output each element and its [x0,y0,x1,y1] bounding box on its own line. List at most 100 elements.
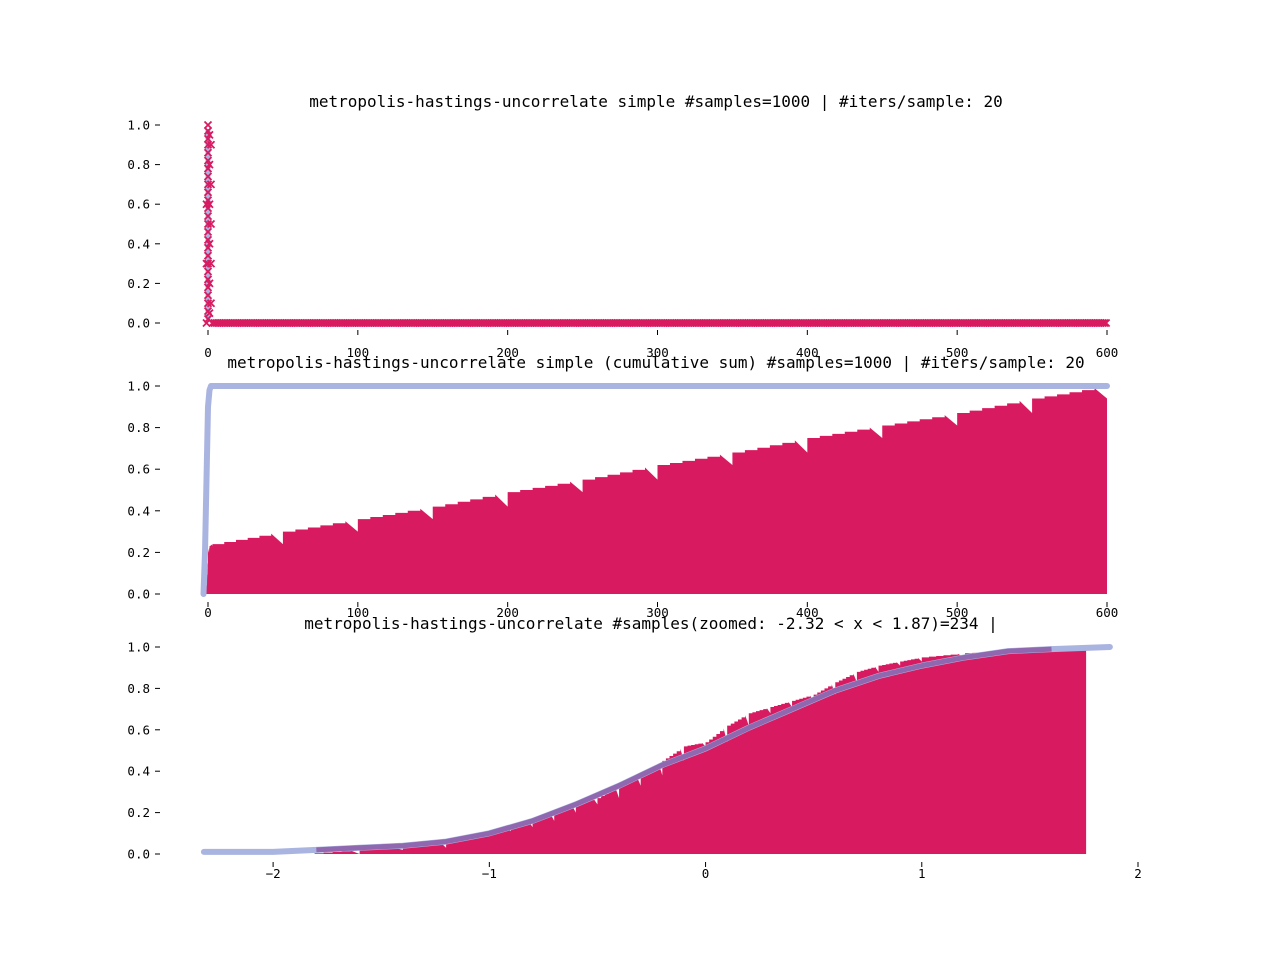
x-tick-label: 300 [646,345,669,360]
chart-title-1: metropolis-hastings-uncorrelate simple #… [309,92,1003,111]
data-point [1101,318,1111,328]
x-tick-label: 2 [1134,866,1142,881]
y-tick-label: 0.2 [127,545,150,560]
x-tick-label: 600 [1096,605,1119,620]
x-tick-label: −1 [482,866,497,881]
x-tick-label: 400 [796,345,819,360]
reference-curve [200,383,1110,597]
data-point-x-mark [205,279,214,288]
data-point [205,160,214,169]
y-tick-label: 1.0 [127,118,150,133]
data-point [202,318,211,328]
y-tick-label: 0.8 [127,681,150,696]
data-point [203,180,213,189]
y-tick-label: 0.2 [127,276,150,291]
data-point [205,239,214,248]
data-point-x-mark [203,227,213,237]
data-point-x-mark [203,251,213,260]
data-point-x-mark [205,200,214,209]
y-tick-label: 0.6 [127,722,150,737]
data-point-x-mark [205,160,214,169]
data-point-x-mark [202,259,211,268]
data-point [203,299,213,308]
data-point-x-mark [206,180,216,189]
y-tick-label: 1.0 [127,379,150,394]
x-tick-label: 400 [796,605,819,620]
data-point-x-mark [1101,318,1111,328]
data-point-x-mark [205,308,214,318]
data-point [205,130,214,140]
y-tick-label: 0.4 [127,236,150,251]
panel-cumulative-sum: metropolis-hastings-uncorrelate simple (… [127,353,1118,620]
data-point-x-mark [203,267,213,276]
data-point [203,259,213,268]
data-point [203,211,213,221]
data-point [202,259,211,268]
x-tick-label: 200 [496,345,519,360]
x-tick-label: 0 [702,866,710,881]
data-point [206,140,216,149]
data-point [205,200,214,209]
data-point [205,308,214,318]
data-point [206,219,216,229]
panel-samples-scatter: metropolis-hastings-uncorrelate simple #… [127,92,1118,360]
x-tick-label: 600 [1096,345,1119,360]
y-tick-label: 0.2 [127,805,150,820]
y-tick-label: 0.6 [127,462,150,477]
reference-curve-overlap [316,646,1052,853]
x-tick-label: 200 [496,605,519,620]
data-point [203,188,213,197]
y-tick-label: 0.6 [127,197,150,212]
data-point-x-mark [203,291,213,300]
data-point-x-mark [203,120,213,130]
data-point-x-mark [203,299,213,308]
y-tick-label: 0.0 [127,847,150,862]
x-tick-label: 1 [918,866,926,881]
y-tick-label: 0.8 [127,157,150,172]
data-point [206,180,216,189]
data-point-x-mark [203,211,213,221]
data-point [203,120,213,130]
x-tick-label: 500 [946,605,969,620]
data-point-x-mark [202,200,211,209]
data-point [203,172,213,181]
data-point [203,148,213,157]
y-tick-label: 1.0 [127,640,150,655]
data-point [206,299,216,308]
data-point [203,219,213,229]
data-point-x-mark [1100,318,1109,328]
data-point-x-mark [205,130,214,140]
data-point-x-mark [206,299,216,308]
data-point-x-mark [203,219,213,229]
y-tick-label: 0.8 [127,420,150,435]
data-point [1100,318,1109,328]
data-point-x-mark [203,259,213,268]
data-point-x-mark [203,148,213,157]
cumulative-bars [203,386,1107,594]
x-tick-label: 0 [204,345,212,360]
data-point-x-mark [203,172,213,181]
data-point-x-mark [205,239,214,248]
chart-title-3: metropolis-hastings-uncorrelate #samples… [304,614,998,633]
x-tick-label: 500 [946,345,969,360]
data-point [205,279,214,288]
y-tick-label: 0.4 [127,764,150,779]
data-point-x-mark [203,180,213,189]
chart-title-2: metropolis-hastings-uncorrelate simple (… [227,353,1084,372]
data-point-x-mark [206,140,216,149]
data-point [203,251,213,260]
y-tick-label: 0.0 [127,316,150,331]
x-tick-label: 100 [347,605,370,620]
data-point-x-mark [203,188,213,197]
y-tick-label: 0.0 [127,587,150,602]
data-point-x-mark [206,219,216,229]
data-point [203,267,213,276]
data-point-x-mark [202,318,211,328]
x-tick-label: 0 [204,605,212,620]
y-tick-label: 0.4 [127,503,150,518]
data-point [203,140,213,149]
panel-zoomed-cdf: metropolis-hastings-uncorrelate #samples… [127,614,1141,881]
x-tick-label: 100 [347,345,370,360]
x-tick-label: −2 [266,866,281,881]
